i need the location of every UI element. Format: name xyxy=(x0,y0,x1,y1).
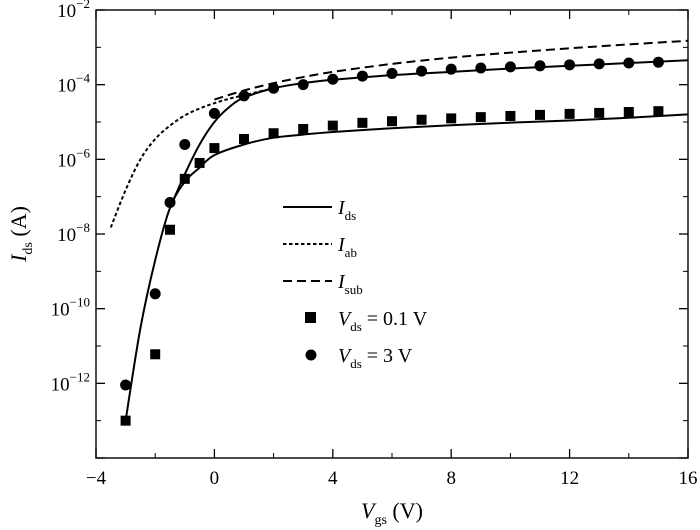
data-point-circle xyxy=(445,63,457,75)
data-point-circle xyxy=(564,59,576,71)
axis-ticks: −4 0 4 8 12 16 10−12 10−10 10−8 10−6 10−4 10−2 xyxy=(51,0,698,489)
data-point-square xyxy=(387,116,397,127)
x-tick-label: 4 xyxy=(328,468,338,489)
legend-label: Vds = 3 V xyxy=(338,345,413,371)
data-point-circle xyxy=(593,58,605,70)
data-point-circle xyxy=(179,138,191,150)
x-tick-label: 12 xyxy=(560,468,579,489)
x-tick-label: 16 xyxy=(679,468,698,489)
data-point-square xyxy=(564,108,575,119)
data-point-circle xyxy=(416,65,428,77)
data-point-circle xyxy=(652,56,664,68)
data-point-square xyxy=(653,106,664,117)
data-point-circle xyxy=(386,67,398,79)
data-point-square xyxy=(623,107,634,118)
data-point-square xyxy=(165,224,175,235)
y-tick-label: 10−2 xyxy=(57,0,90,22)
data-point-square xyxy=(268,128,279,139)
data-point-square xyxy=(179,173,190,184)
data-point-circle xyxy=(504,61,516,73)
y-tick-label: 10−12 xyxy=(51,369,90,395)
legend-marker-square xyxy=(305,312,316,323)
x-axis-title-main: V xyxy=(361,498,377,523)
y-axis-title-unit: (A) xyxy=(6,206,31,242)
legend-label: Vds = 0.1 V xyxy=(338,308,428,334)
legend-marker-circle xyxy=(305,349,317,361)
y-tick-label: 10−8 xyxy=(57,220,90,246)
y-tick-label: 10−6 xyxy=(57,145,90,171)
data-point-square xyxy=(194,157,205,168)
data-point-square xyxy=(505,110,516,121)
x-axis-title: Vgs (V) xyxy=(361,498,423,528)
series-layer xyxy=(109,39,689,426)
data-point-circle xyxy=(208,107,220,119)
data-point-square xyxy=(120,415,131,426)
data-point-square xyxy=(327,120,338,131)
y-axis-title-sub: ds xyxy=(21,242,36,254)
data-point-square xyxy=(594,107,605,118)
data-point-square xyxy=(416,114,427,125)
data-point-square xyxy=(209,143,220,154)
series-line-0 xyxy=(124,113,689,421)
data-point-circle xyxy=(623,57,635,69)
data-point-circle xyxy=(120,379,132,391)
x-axis-title-sub: gs xyxy=(374,513,386,528)
x-axis-title-unit: (V) xyxy=(387,498,423,523)
data-point-square xyxy=(239,134,249,145)
data-point-circle xyxy=(164,196,176,208)
x-tick-label: 0 xyxy=(210,468,220,489)
y-axis-title: Ids (A) xyxy=(6,206,36,263)
data-point-circle xyxy=(149,288,161,300)
legend-label: Ids xyxy=(337,197,356,223)
data-point-circle xyxy=(475,62,487,74)
data-point-square xyxy=(298,123,309,134)
data-point-square xyxy=(357,117,368,128)
data-point-circle xyxy=(238,90,250,102)
data-point-square xyxy=(535,109,545,120)
y-tick-label: 10−4 xyxy=(57,71,90,97)
legend: Ids Iab Isub Vds = 0.1 V Vds = 3 V xyxy=(283,197,428,371)
data-point-circle xyxy=(356,70,368,82)
data-point-square xyxy=(150,349,161,360)
data-point-circle xyxy=(327,73,339,85)
legend-label: Iab xyxy=(337,234,357,260)
data-point-square xyxy=(475,112,486,123)
y-axis-title-main: I xyxy=(6,253,31,263)
data-point-circle xyxy=(268,82,280,94)
data-point-circle xyxy=(297,79,309,91)
data-point-square xyxy=(446,113,457,124)
legend-label: Isub xyxy=(337,271,363,297)
x-tick-label: −4 xyxy=(86,468,107,489)
data-point-circle xyxy=(534,60,546,72)
x-tick-label: 8 xyxy=(446,468,456,489)
y-tick-label: 10−10 xyxy=(51,295,90,321)
